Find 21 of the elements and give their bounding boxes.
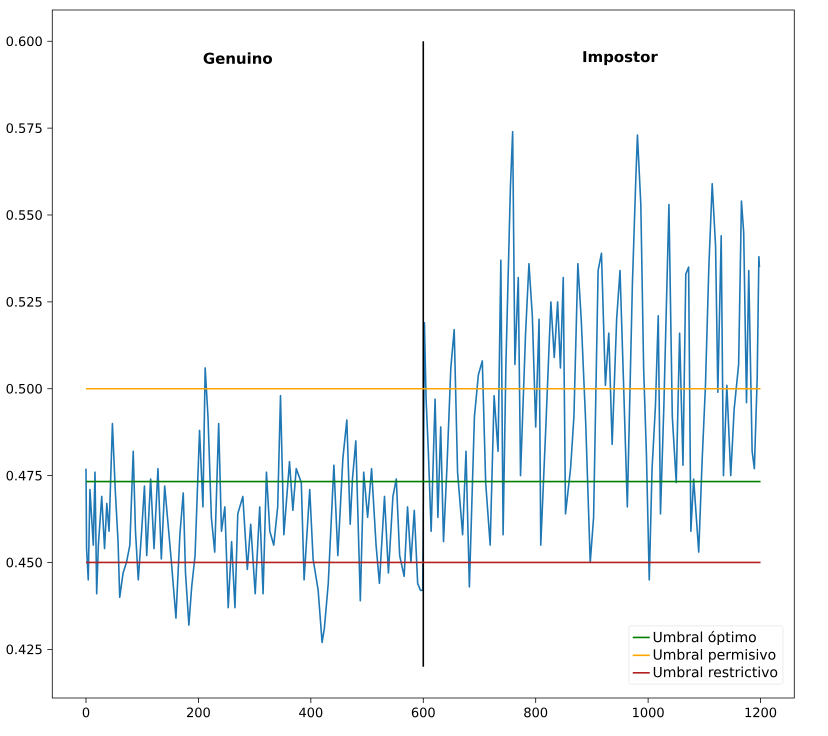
- y-tick-label: 0.475: [6, 470, 42, 481]
- x-tick-label: 1000: [633, 708, 664, 718]
- x-tick-label: 600: [412, 708, 435, 718]
- legend-label: Umbral restrictivo: [654, 666, 778, 678]
- y-tick-label: 0.575: [6, 123, 42, 134]
- line-series: [85, 130, 760, 644]
- y-tick-label: 0.525: [6, 296, 42, 307]
- annotation: Impostor: [583, 51, 658, 66]
- y-tick-label: 0.450: [6, 558, 42, 568]
- y-tick-label: 0.500: [6, 384, 42, 394]
- x-tick-label: 1200: [745, 708, 776, 718]
- x-tick-label: 0: [82, 708, 90, 718]
- legend-label: Umbral óptimo: [654, 630, 756, 645]
- y-tick-label: 0.425: [6, 644, 42, 654]
- x-tick-label: 800: [524, 708, 548, 718]
- y-tick-label: 0.550: [6, 210, 42, 220]
- x-tick-label: 400: [299, 708, 322, 718]
- y-tick-label: 0.600: [6, 36, 42, 46]
- x-tick-label: 200: [187, 708, 210, 718]
- legend-label: Umbral permisivo: [654, 649, 776, 662]
- annotation: Genuino: [204, 52, 272, 64]
